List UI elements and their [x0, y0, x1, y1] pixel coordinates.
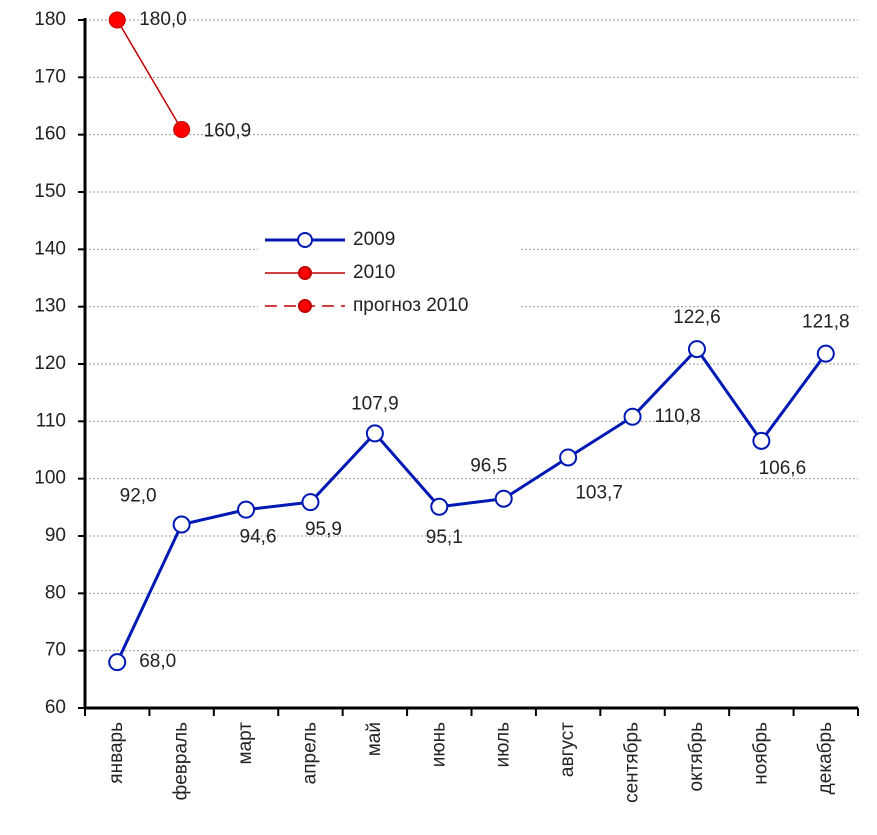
x-tick-label: май: [364, 722, 385, 756]
data-point: [559, 448, 578, 467]
data-point: [173, 121, 191, 139]
x-tick-label: декабрь: [815, 722, 836, 794]
data-label: 121,8: [802, 312, 850, 333]
legend-label: 2009: [353, 229, 395, 250]
legend-marker: [298, 266, 312, 280]
x-tick-label: февраль: [171, 722, 192, 801]
data-label: 103,7: [575, 482, 623, 503]
data-point: [816, 344, 835, 363]
data-point: [301, 493, 320, 512]
data-label: 68,0: [139, 651, 176, 672]
y-tick-label: 170: [34, 66, 66, 87]
x-tick-label: сентябрь: [622, 722, 643, 803]
data-label: 94,6: [240, 527, 277, 548]
legend-marker: [297, 232, 313, 248]
legend: 2009 2010 прогноз 2010: [258, 222, 520, 324]
data-label: 96,5: [470, 456, 507, 477]
y-tick-label: 160: [34, 124, 66, 145]
y-tick-label: 120: [34, 353, 66, 374]
x-tick-label: октябрь: [686, 722, 707, 792]
data-label: 95,1: [426, 527, 463, 548]
series-line: [116, 19, 183, 130]
data-point: [108, 11, 126, 29]
y-tick-label: 60: [45, 697, 66, 718]
data-point: [752, 431, 771, 450]
data-label: 180,0: [139, 9, 187, 30]
x-tick-label: июль: [493, 722, 514, 768]
y-tick-label: 100: [34, 468, 66, 489]
data-label: 160,9: [204, 121, 252, 142]
x-tick-label: июнь: [428, 722, 449, 767]
x-tick-label: ноябрь: [750, 722, 771, 785]
x-tick-label: апрель: [299, 722, 320, 784]
y-tick-label: 180: [34, 9, 66, 30]
y-tick-label: 110: [36, 410, 66, 431]
data-point: [687, 340, 706, 359]
y-tick-label: 130: [34, 296, 66, 317]
data-point: [365, 424, 384, 443]
legend-label: 2010: [353, 262, 395, 283]
data-point: [108, 653, 127, 672]
data-label: 110,8: [655, 406, 701, 427]
y-tick-label: 80: [45, 582, 66, 603]
data-point: [494, 489, 513, 508]
y-tick-label: 70: [45, 640, 66, 661]
data-label: 106,6: [759, 458, 807, 479]
series-line: [115, 346, 827, 663]
x-tick-label: январь: [106, 722, 127, 784]
data-label: 95,9: [305, 519, 342, 540]
x-tick-label: март: [235, 722, 256, 765]
legend-label: прогноз 2010: [353, 295, 468, 316]
data-label: 122,6: [673, 307, 721, 328]
data-point: [237, 500, 256, 519]
data-label: 92,0: [120, 486, 157, 507]
legend-marker: [298, 299, 312, 313]
y-tick-label: 150: [34, 181, 66, 202]
data-point: [623, 407, 642, 426]
data-point: [430, 497, 449, 516]
y-tick-label: 90: [45, 525, 66, 546]
data-point: [172, 515, 191, 534]
x-tick-label: август: [557, 722, 578, 777]
data-label: 107,9: [351, 393, 399, 414]
y-tick-label: 140: [34, 238, 66, 259]
